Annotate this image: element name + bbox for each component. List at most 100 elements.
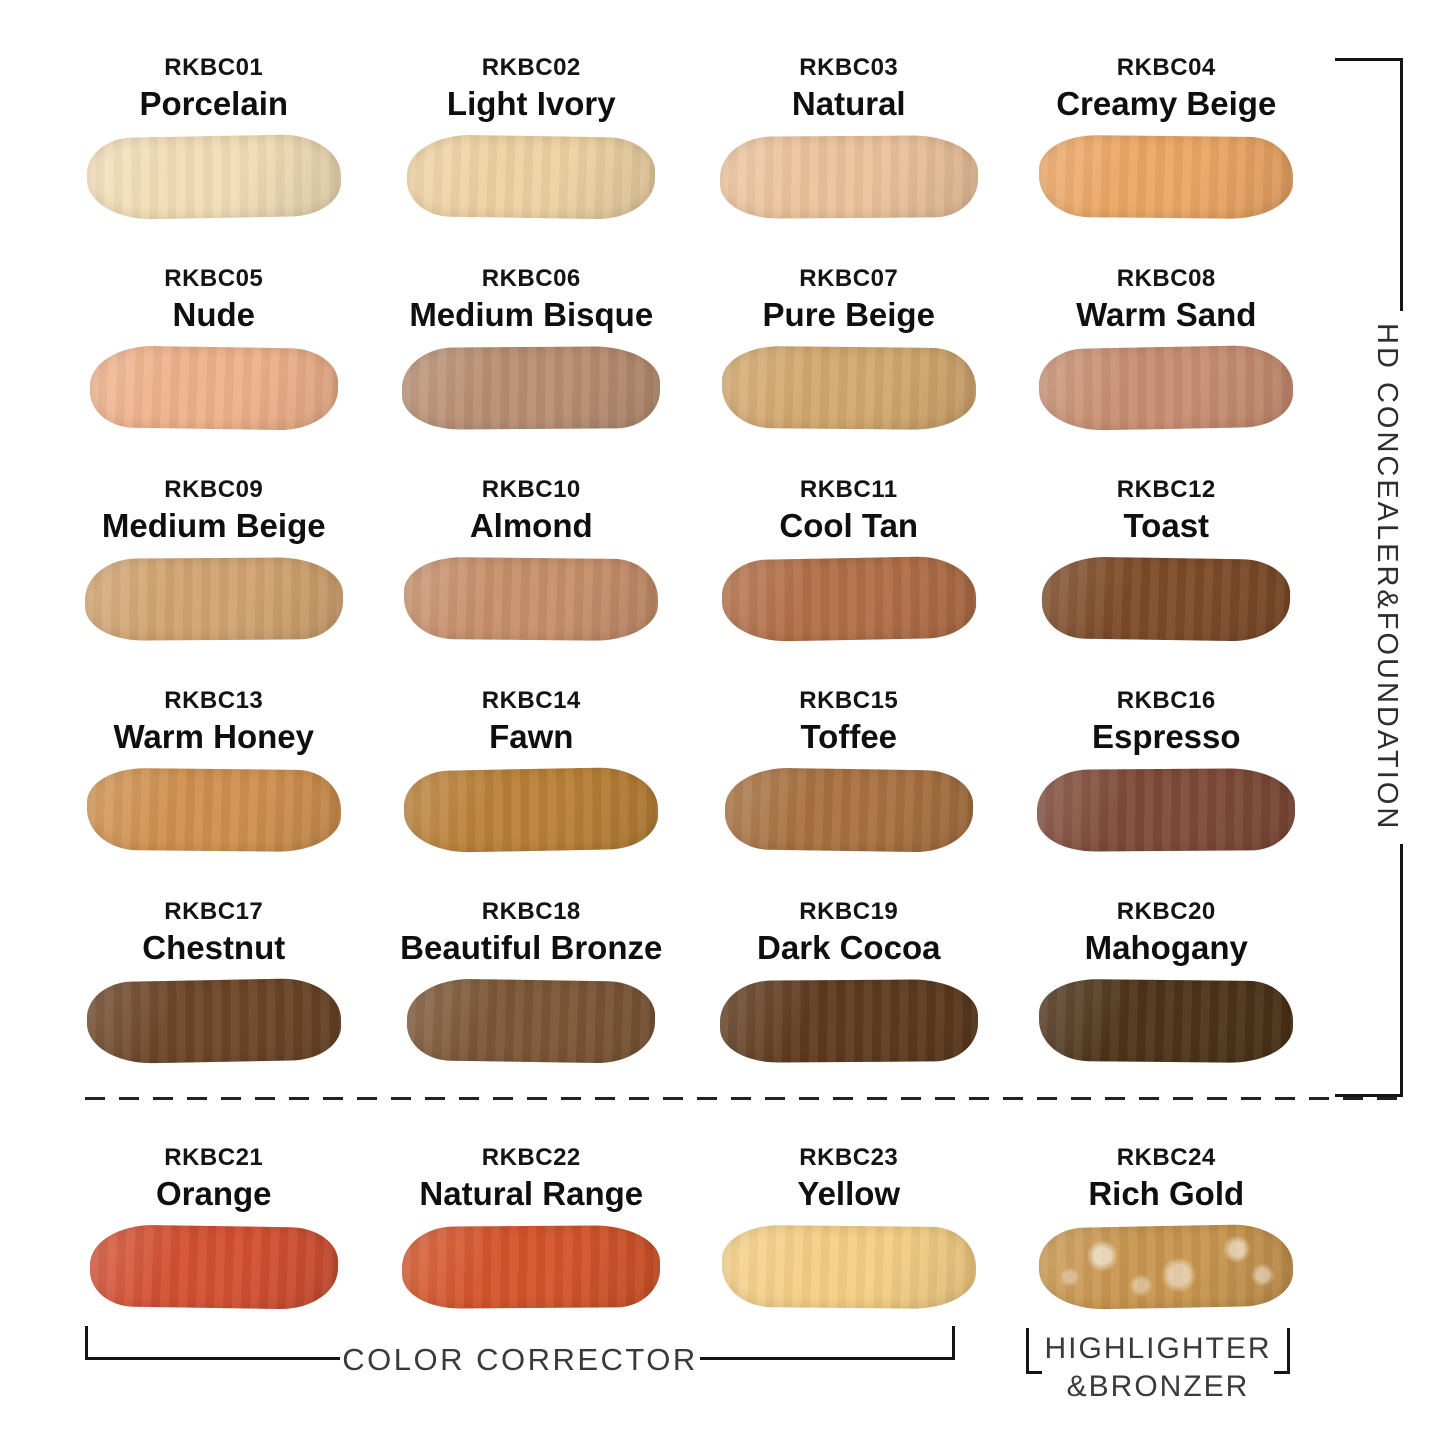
swatch-cell: RKBC21 Orange bbox=[55, 1130, 373, 1345]
highlighter-bronzer-bracket: HIGHLIGHTER &BRONZER bbox=[1026, 1328, 1290, 1406]
swatch-cell: RKBC18 Beautiful Bronze bbox=[373, 884, 691, 1095]
shade-name: Light Ivory bbox=[446, 85, 616, 122]
shade-swatch bbox=[719, 979, 979, 1063]
hd-section-label: HD CONCEALER&FOUNDATION bbox=[1371, 323, 1403, 832]
swatch-cell: RKBC20 Mahogany bbox=[1008, 884, 1326, 1095]
shade-swatch bbox=[85, 977, 342, 1065]
shade-code: RKBC20 bbox=[1116, 898, 1216, 925]
shade-code: RKBC08 bbox=[1116, 265, 1216, 292]
shade-name: Toffee bbox=[800, 718, 898, 755]
swatch-cell: RKBC16 Espresso bbox=[1008, 673, 1326, 884]
shade-name: Porcelain bbox=[139, 85, 289, 122]
shade-code: RKBC21 bbox=[164, 1144, 264, 1171]
shade-swatch bbox=[89, 1224, 339, 1310]
bracket-corner-left bbox=[1026, 1328, 1042, 1374]
swatch-cell: RKBC03 Natural bbox=[690, 40, 1008, 251]
shade-name: Toast bbox=[1123, 507, 1210, 544]
color-corrector-bracket: COLOR CORRECTOR bbox=[85, 1326, 955, 1377]
swatch-cell: RKBC17 Chestnut bbox=[55, 884, 373, 1095]
shade-name: Creamy Beige bbox=[1056, 85, 1277, 122]
bracket-line-bottom bbox=[1400, 843, 1403, 1094]
shade-swatch bbox=[721, 345, 977, 431]
shade-code: RKBC15 bbox=[799, 687, 899, 714]
shade-swatch bbox=[84, 557, 344, 641]
shade-swatch bbox=[1038, 344, 1295, 432]
shade-code: RKBC24 bbox=[1116, 1144, 1216, 1171]
shade-code: RKBC14 bbox=[481, 687, 581, 714]
bracket-line-right bbox=[700, 1357, 955, 1360]
shade-name: Nude bbox=[172, 296, 256, 333]
shade-swatch bbox=[1038, 134, 1294, 220]
swatch-cell: RKBC22 Natural Range bbox=[373, 1130, 691, 1345]
dashed-divider bbox=[85, 1097, 1407, 1100]
swatch-cell: RKBC10 Almond bbox=[373, 462, 691, 673]
shade-code: RKBC07 bbox=[799, 265, 899, 292]
shade-swatch bbox=[86, 767, 342, 853]
swatch-cell: RKBC23 Yellow bbox=[690, 1130, 1008, 1345]
swatch-cell: RKBC14 Fawn bbox=[373, 673, 691, 884]
shade-swatch bbox=[1041, 556, 1291, 642]
bracket-corner-right bbox=[1274, 1328, 1290, 1374]
shade-swatch bbox=[401, 346, 661, 430]
shade-name: Dark Cocoa bbox=[757, 929, 941, 966]
shade-code: RKBC10 bbox=[481, 476, 581, 503]
swatch-cell: RKBC15 Toffee bbox=[690, 673, 1008, 884]
shade-name: Pure Beige bbox=[762, 296, 935, 333]
shade-name: Almond bbox=[469, 507, 593, 544]
swatch-cell: RKBC05 Nude bbox=[55, 251, 373, 462]
swatch-cell: RKBC04 Creamy Beige bbox=[1008, 40, 1326, 251]
swatch-cell: RKBC06 Medium Bisque bbox=[373, 251, 691, 462]
shade-swatch bbox=[1038, 978, 1294, 1064]
swatch-cell: RKBC12 Toast bbox=[1008, 462, 1326, 673]
shade-name: Warm Sand bbox=[1076, 296, 1257, 333]
shade-code: RKBC16 bbox=[1116, 687, 1216, 714]
shade-swatch bbox=[720, 555, 977, 643]
shade-code: RKBC01 bbox=[164, 54, 264, 81]
shade-code: RKBC03 bbox=[799, 54, 899, 81]
shade-name: Chestnut bbox=[142, 929, 286, 966]
swatch-cell: RKBC01 Porcelain bbox=[55, 40, 373, 251]
shade-swatch bbox=[719, 135, 979, 219]
shade-swatch bbox=[403, 556, 659, 642]
shade-code: RKBC17 bbox=[164, 898, 264, 925]
shade-name: Medium Bisque bbox=[409, 296, 654, 333]
bracket-tick-right bbox=[952, 1326, 955, 1360]
shade-name: Rich Gold bbox=[1088, 1175, 1245, 1212]
bracket-tick-bottom bbox=[1335, 1094, 1403, 1097]
shade-code: RKBC23 bbox=[799, 1144, 899, 1171]
shade-swatch bbox=[403, 766, 660, 854]
shade-name: Orange bbox=[155, 1175, 272, 1212]
shade-name: Espresso bbox=[1091, 718, 1241, 755]
shade-code: RKBC11 bbox=[799, 476, 898, 503]
shade-swatch bbox=[406, 978, 656, 1064]
shade-code: RKBC13 bbox=[164, 687, 264, 714]
shade-code: RKBC12 bbox=[1116, 476, 1216, 503]
swatch-cell: RKBC09 Medium Beige bbox=[55, 462, 373, 673]
shade-name: Natural Range bbox=[419, 1175, 644, 1212]
bracket-line-top bbox=[1400, 61, 1403, 312]
shade-swatch bbox=[89, 345, 339, 431]
shade-name: Yellow bbox=[797, 1175, 901, 1212]
swatch-cell: RKBC19 Dark Cocoa bbox=[690, 884, 1008, 1095]
concealer-foundation-grid: RKBC01 Porcelain RKBC02 Light Ivory RKBC03 Na… bbox=[55, 40, 1325, 1095]
shade-code: RKBC18 bbox=[481, 898, 581, 925]
shade-swatch bbox=[724, 767, 974, 853]
shade-code: RKBC06 bbox=[481, 265, 581, 292]
shade-swatch bbox=[406, 134, 656, 220]
shade-name: Cool Tan bbox=[779, 507, 919, 544]
swatch-cell: RKBC24 Rich Gold bbox=[1008, 1130, 1326, 1345]
highlighter-label-line2: &BRONZER bbox=[1066, 1370, 1250, 1403]
shade-code: RKBC04 bbox=[1116, 54, 1216, 81]
shade-code: RKBC09 bbox=[164, 476, 264, 503]
shade-name: Fawn bbox=[489, 718, 574, 755]
shade-name: Mahogany bbox=[1084, 929, 1248, 966]
shade-swatch bbox=[1036, 768, 1296, 852]
shade-code: RKBC22 bbox=[481, 1144, 581, 1171]
shade-code: RKBC02 bbox=[481, 54, 581, 81]
corrector-highlighter-grid: RKBC21 Orange RKBC22 Natural Range RKBC23 Yel… bbox=[55, 1130, 1325, 1345]
bracket-line-left bbox=[85, 1357, 340, 1360]
shade-code: RKBC19 bbox=[799, 898, 899, 925]
swatch-cell: RKBC08 Warm Sand bbox=[1008, 251, 1326, 462]
swatch-cell: RKBC11 Cool Tan bbox=[690, 462, 1008, 673]
